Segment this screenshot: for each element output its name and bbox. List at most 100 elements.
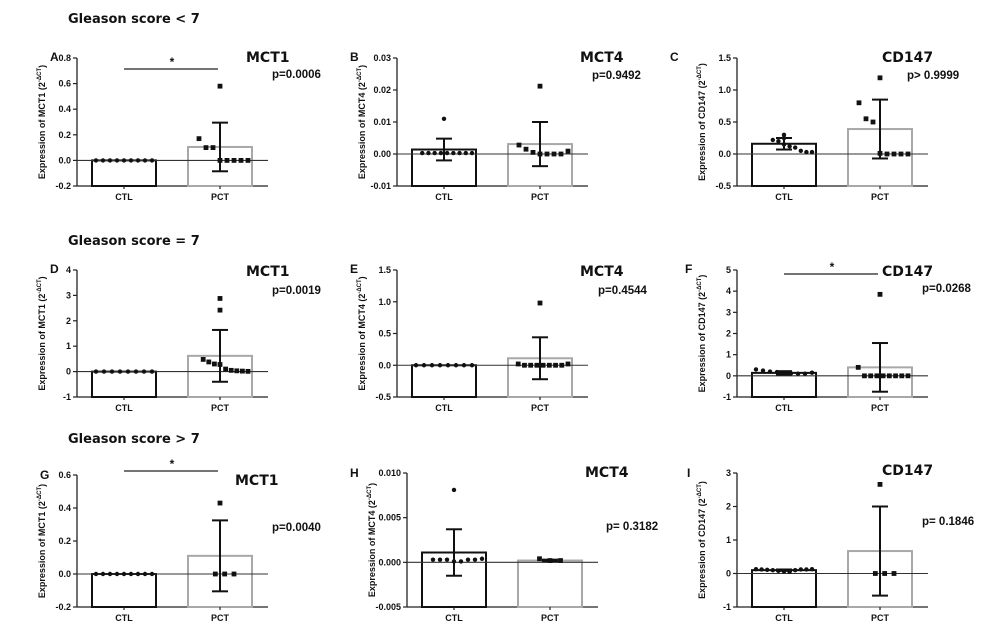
chart-title: CD147 xyxy=(882,463,933,479)
data-point-ctl xyxy=(770,137,775,143)
data-point-pct xyxy=(877,481,883,487)
panel-letter: E xyxy=(350,262,358,276)
panel-letter: I xyxy=(687,466,690,480)
chart-panel-b: B MCT4 p=0.9492 Expression of MCT4 (2-ΔCT)-… xyxy=(350,50,641,202)
error-bar-pct xyxy=(212,328,228,383)
data-point-ctl xyxy=(444,150,450,156)
data-point-pct xyxy=(528,362,534,368)
y-axis-label: Expression of MCT1 (2-ΔCT) xyxy=(37,276,47,390)
y-tick-label: 0.00 xyxy=(373,149,391,159)
data-point-ctl xyxy=(149,369,155,374)
y-tick-label: 0.005 xyxy=(378,513,401,523)
significance-star: * xyxy=(170,55,175,69)
group-title-gleason-gt-7: Gleason score > 7 xyxy=(68,432,200,447)
data-point-pct xyxy=(886,373,892,379)
y-tick-label: 0.2 xyxy=(58,536,71,546)
data-point-pct xyxy=(558,558,563,563)
data-point-ctl xyxy=(107,158,113,163)
p-value: p=0.9492 xyxy=(592,70,641,82)
y-tick-label: 0 xyxy=(726,569,731,579)
y-axis-label: Expression of MCT4 (2-ΔCT) xyxy=(367,483,377,597)
x-tick-label: CTL xyxy=(775,613,793,623)
data-point-ctl xyxy=(135,158,141,163)
error-bar-pct xyxy=(212,519,228,593)
y-axis-label: Expression of CD147 (2-ΔCT) xyxy=(697,63,707,181)
error-bar-ctl xyxy=(776,568,792,572)
x-tick-label: CTL xyxy=(435,403,453,413)
chart-panel-d: D MCT1 p=0.0019 Expression of MCT1 (2-ΔCT) -… xyxy=(37,262,321,413)
data-point-ctl xyxy=(121,158,127,163)
p-value: p=0.0019 xyxy=(272,285,321,297)
data-point-pct xyxy=(534,362,540,368)
data-point-pct xyxy=(553,362,558,368)
y-axis-label: Expression of MCT4 (2-ΔCT) xyxy=(357,276,367,390)
data-point-pct xyxy=(891,571,897,576)
data-point-ctl xyxy=(802,371,808,376)
y-tick-label: 4 xyxy=(726,286,731,296)
data-point-ctl xyxy=(133,369,139,374)
bar-pct xyxy=(517,559,583,609)
data-point-ctl xyxy=(809,566,815,572)
p-value: p=0.0040 xyxy=(272,522,321,534)
data-point-ctl xyxy=(437,363,443,368)
x-tick-label: CTL xyxy=(445,613,463,623)
panel-letter: A xyxy=(50,50,59,64)
data-point-ctl xyxy=(437,557,443,562)
chart-title: MCT4 xyxy=(580,50,624,66)
data-point-pct xyxy=(203,145,209,150)
data-point-ctl xyxy=(465,557,471,562)
data-point-pct xyxy=(905,373,911,379)
y-tick-label: 1.5 xyxy=(378,265,391,275)
y-axis-label: Expression of MCT4 (2-ΔCT) xyxy=(357,65,367,179)
x-tick-label: PCT xyxy=(211,192,230,202)
error-bar-pct xyxy=(212,121,228,173)
data-point-pct xyxy=(540,362,546,368)
data-point-ctl xyxy=(781,132,787,137)
data-point-pct xyxy=(217,296,223,301)
x-tick-label: CTL xyxy=(115,403,133,413)
y-tick-label: 0.0 xyxy=(58,569,71,579)
chart-panel-e: E MCT4 p=0.4544 Expression of MCT4 (2-ΔCT)-… xyxy=(350,262,648,413)
chart-title: MCT1 xyxy=(235,473,279,489)
data-point-ctl xyxy=(445,363,451,368)
data-point-ctl xyxy=(753,566,759,572)
data-point-pct xyxy=(862,373,867,379)
y-tick-label: 0 xyxy=(726,371,731,381)
data-point-ctl xyxy=(453,363,459,368)
data-point-ctl xyxy=(438,150,444,156)
error-bar-pct xyxy=(872,98,888,160)
data-point-pct xyxy=(863,116,869,122)
data-point-pct xyxy=(537,556,542,562)
data-point-pct xyxy=(231,571,237,577)
y-axis-label: Expression of MCT1 (2-ΔCT) xyxy=(37,484,47,598)
data-point-pct xyxy=(196,136,202,142)
y-tick-label: 0.010 xyxy=(378,468,401,478)
error-bar-pct xyxy=(872,342,888,393)
y-tick-label: -0.5 xyxy=(375,392,391,402)
data-point-ctl xyxy=(765,567,770,573)
chart-title: MCT1 xyxy=(246,264,290,280)
data-point-pct xyxy=(222,571,228,577)
data-point-ctl xyxy=(421,363,427,368)
chart-panel-i: I CD147 p= 0.1846 Expression of CD147 (2-ΔC… xyxy=(687,463,974,623)
y-axis-label: Expression of CD147 (2-ΔCT) xyxy=(697,481,707,599)
x-tick-label: CTL xyxy=(775,403,793,413)
y-tick-label: -0.01 xyxy=(370,181,391,191)
data-point-ctl xyxy=(135,571,141,577)
data-point-ctl xyxy=(432,150,437,156)
data-point-pct xyxy=(217,500,223,506)
data-point-ctl xyxy=(142,158,148,163)
data-point-ctl xyxy=(809,370,815,375)
data-point-ctl xyxy=(413,363,419,368)
p-value: p= 0.3182 xyxy=(606,521,658,533)
chart-panel-f: F CD147 p=0.0268 Expression of CD147 (2-ΔCT… xyxy=(685,260,972,413)
data-point-ctl xyxy=(93,158,99,163)
y-tick-label: -1 xyxy=(723,392,731,402)
y-tick-label: 4 xyxy=(66,265,71,275)
significance-star: * xyxy=(830,260,835,274)
x-tick-label: PCT xyxy=(531,403,550,413)
x-tick-label: CTL xyxy=(115,613,133,623)
data-point-ctl xyxy=(430,557,436,562)
x-tick-label: PCT xyxy=(871,613,890,623)
data-point-pct xyxy=(245,368,251,374)
